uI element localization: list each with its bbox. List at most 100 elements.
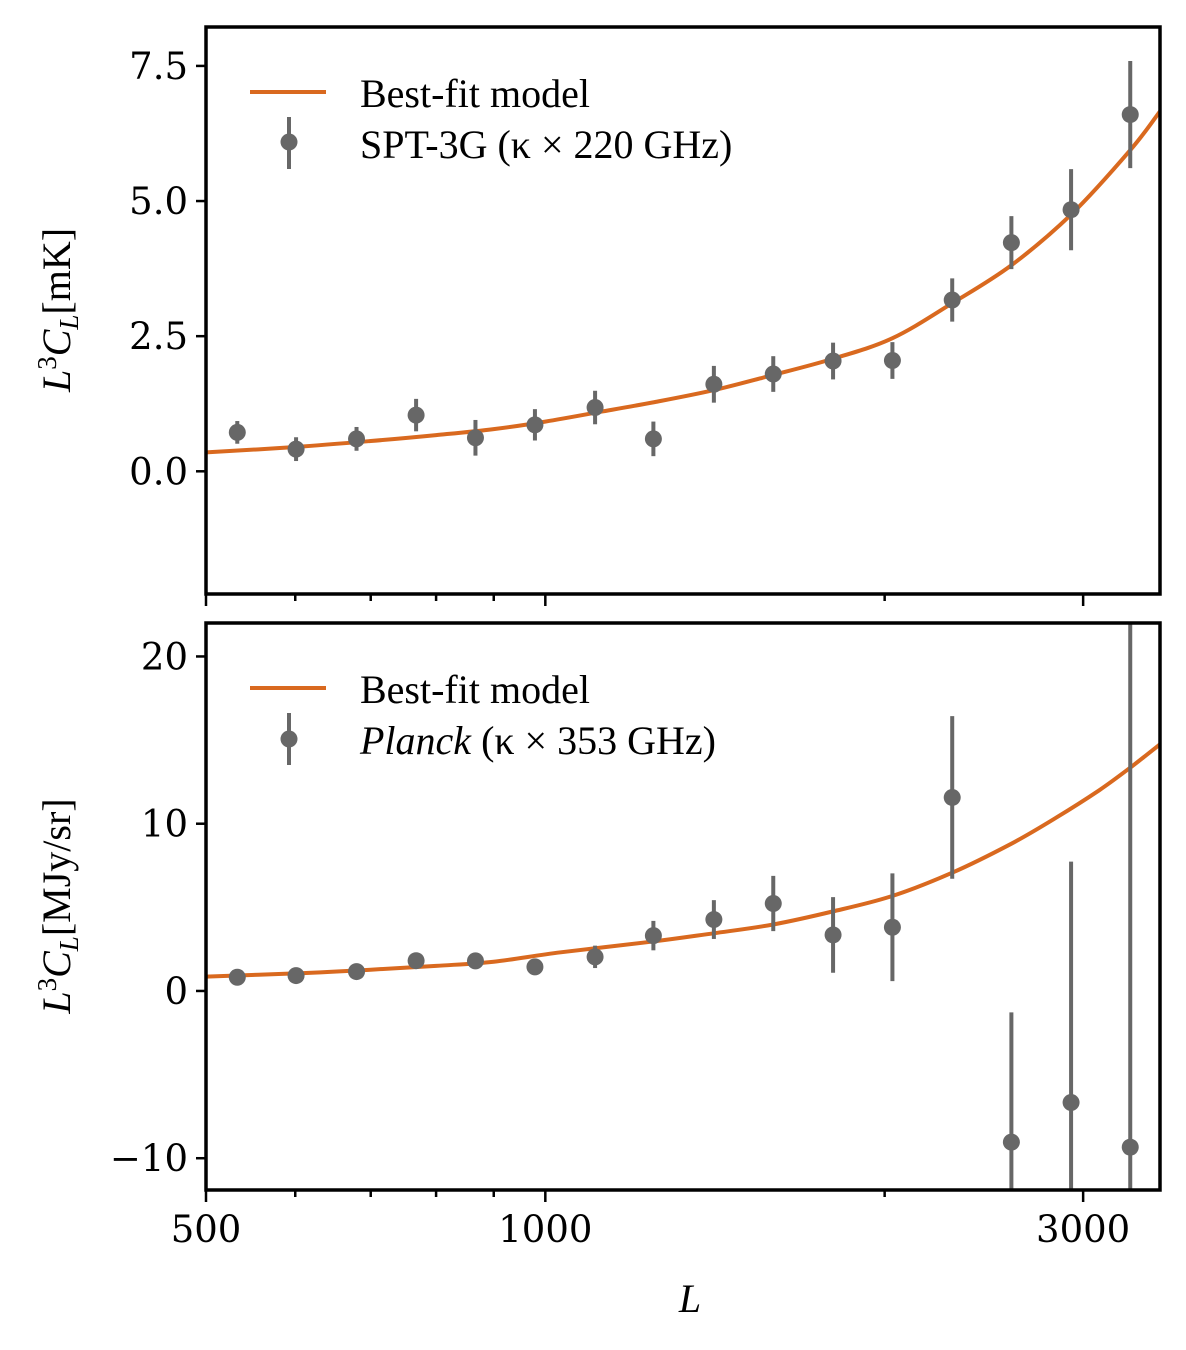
legend-model-label: Best-fit model [360, 71, 590, 116]
data-points-layer [228, 61, 1139, 462]
data-marker [228, 423, 246, 441]
legend-model-label: Best-fit model [360, 667, 590, 712]
data-point [1002, 216, 1020, 270]
data-point [466, 419, 484, 456]
data-marker [586, 399, 604, 417]
data-marker [824, 352, 842, 370]
y-tick-label: 0.0 [129, 450, 188, 493]
data-point [348, 963, 366, 981]
data-marker [407, 952, 425, 970]
data-marker [705, 375, 723, 393]
model-curve-layer [206, 742, 1160, 979]
x-tick-labels: 500 1000 3000 [171, 1208, 1131, 1251]
x-axis-ticks [204, 594, 1085, 606]
data-marker [407, 406, 425, 424]
data-point [228, 968, 246, 986]
data-point [824, 342, 842, 380]
data-marker [526, 416, 544, 434]
data-marker [764, 365, 782, 383]
y-tick-label: 7.5 [129, 45, 188, 88]
data-point [1062, 169, 1080, 251]
data-marker [705, 911, 723, 929]
data-point [1062, 861, 1080, 1190]
legend: Best-fit model Planck (κ × 353 GHz) [250, 667, 716, 765]
data-marker [1062, 1094, 1080, 1112]
legend-planck-rest: (κ × 353 GHz) [471, 718, 716, 763]
data-point [824, 897, 842, 973]
best-fit-model-line [206, 742, 1160, 979]
data-marker [466, 429, 484, 447]
legend-data-marker [280, 133, 298, 151]
data-point [1121, 61, 1139, 169]
data-marker [526, 958, 544, 976]
data-point [586, 390, 604, 425]
legend-data-label: SPT-3G (κ × 220 GHz) [360, 122, 732, 167]
x-axis-ticks [204, 1190, 1085, 1202]
data-point [466, 952, 484, 970]
data-point [526, 958, 544, 976]
data-marker [348, 430, 366, 448]
data-point [644, 421, 662, 457]
data-point [1002, 1012, 1020, 1190]
y-tick-label: 5.0 [129, 180, 188, 223]
data-point [943, 716, 961, 879]
data-point [705, 365, 723, 403]
data-marker [943, 291, 961, 309]
data-marker [1121, 106, 1139, 124]
y-tick-label: 0 [164, 970, 188, 1013]
data-marker [1002, 234, 1020, 252]
data-marker [1002, 1133, 1020, 1151]
data-marker [348, 963, 366, 981]
data-marker [764, 894, 782, 912]
data-point [883, 342, 901, 379]
data-point [705, 900, 723, 939]
data-point [883, 873, 901, 982]
y-tick-label: 20 [141, 635, 188, 678]
data-marker [824, 926, 842, 944]
x-tick-label: 500 [171, 1208, 242, 1251]
legend: Best-fit model SPT-3G (κ × 220 GHz) [250, 71, 732, 169]
data-point [407, 952, 425, 970]
data-point [764, 356, 782, 392]
data-marker [883, 351, 901, 369]
data-marker [644, 927, 662, 945]
data-marker [1062, 201, 1080, 219]
data-points-layer [228, 623, 1139, 1190]
data-point [644, 920, 662, 951]
axes-frame [204, 25, 1162, 596]
data-point [228, 421, 246, 444]
data-marker [644, 430, 662, 448]
data-point [943, 278, 961, 322]
x-tick-label: 1000 [498, 1208, 592, 1251]
data-marker [466, 952, 484, 970]
y-axis-label: L3CL[MJy/sr] [32, 798, 84, 1014]
y-axis-label: L3CL[mK] [32, 228, 84, 393]
data-point [764, 875, 782, 932]
y-axis-ticks: −10 0 10 20 [110, 635, 206, 1180]
x-axis-label: L [678, 1276, 701, 1321]
legend-planck-italic: Planck [359, 718, 472, 763]
data-point [1121, 623, 1139, 1190]
y-tick-label: 10 [141, 803, 188, 846]
data-point [526, 409, 544, 441]
data-point [287, 437, 305, 462]
data-marker [287, 440, 305, 458]
panel-top-spt3g: 0.0 2.5 5.0 7.5 Best-fit model SPT-3G (κ × … [32, 25, 1162, 606]
data-marker [883, 918, 901, 936]
data-marker [586, 948, 604, 966]
y-tick-label: −10 [110, 1137, 188, 1180]
data-marker [943, 788, 961, 806]
data-point [586, 945, 604, 969]
panel-bottom-planck: −10 0 10 20 Best-fit model Planck (κ × 353 … [32, 621, 1162, 1321]
legend-data-marker [280, 730, 298, 748]
legend-data-label: Planck (κ × 353 GHz) [359, 718, 716, 763]
data-point [407, 398, 425, 432]
y-axis-ticks: 0.0 2.5 5.0 7.5 [129, 45, 206, 493]
data-point [348, 426, 366, 451]
data-marker [228, 968, 246, 986]
x-tick-label: 3000 [1036, 1208, 1130, 1251]
axes-frame [204, 621, 1162, 1192]
data-point [287, 967, 305, 985]
y-tick-label: 2.5 [129, 315, 188, 358]
